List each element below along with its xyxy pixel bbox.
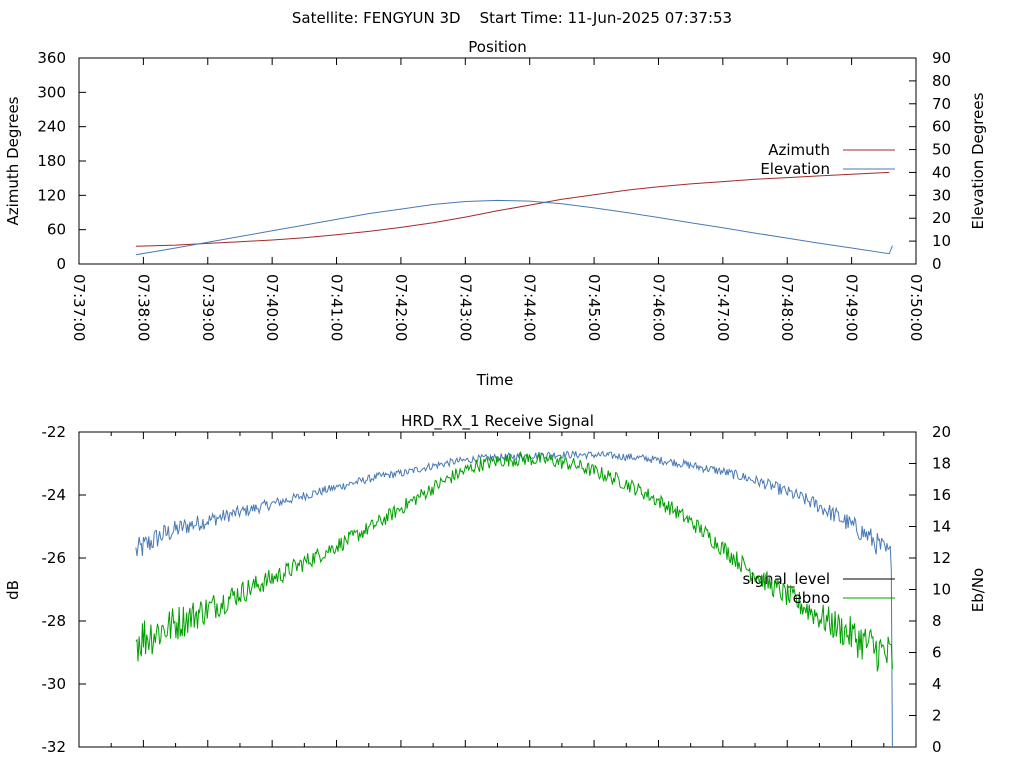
signal-y2-tick-label: 8 (932, 612, 942, 630)
position-x-tick-label: 07:46:00 (649, 274, 667, 341)
position-x-axis-label: Time (476, 371, 514, 389)
position-y-axis-label: Azimuth Degrees (4, 96, 22, 225)
signal-y2-tick-label: 14 (932, 518, 951, 536)
signal-y2-tick-label: 6 (932, 644, 942, 662)
position-y2-tick-label: 80 (932, 72, 951, 90)
signal-series-signal-level (135, 450, 893, 748)
signal-y-tick-label: -22 (42, 423, 67, 441)
signal-y-axis-label: dB (4, 580, 22, 600)
position-y-tick-label: 0 (56, 255, 66, 273)
position-x-tick-label: 07:38:00 (134, 274, 152, 341)
signal-legend-label: signal_level (742, 570, 830, 589)
signal-y-tick-label: -32 (42, 738, 67, 756)
position-x-tick-label: 07:44:00 (521, 274, 539, 341)
position-y-tick-label: 180 (37, 152, 66, 170)
position-y-tick-label: 300 (37, 83, 66, 101)
signal-y2-tick-label: 2 (932, 707, 942, 725)
position-y2-tick-label: 10 (932, 232, 951, 250)
signal-y2-tick-label: 4 (932, 675, 942, 693)
signal-y2-axis-label: Eb/No (969, 568, 987, 612)
position-y2-tick-label: 30 (932, 186, 951, 204)
position-y2-tick-label: 70 (932, 95, 951, 113)
page-title: Satellite: FENGYUN 3D Start Time: 11-Jun… (292, 9, 732, 27)
signal-y2-tick-label: 10 (932, 581, 951, 599)
position-y-tick-label: 120 (37, 186, 66, 204)
signal-legend-label: ebno (793, 589, 830, 607)
signal-chart-title: HRD_RX_1 Receive Signal (401, 412, 594, 431)
signal-y2-tick-label: 0 (932, 738, 942, 756)
position-y-tick-label: 240 (37, 118, 66, 136)
signal-y2-tick-label: 20 (932, 423, 951, 441)
position-series-elevation (135, 199, 893, 256)
position-x-tick-label: 07:37:00 (70, 274, 88, 341)
position-y-tick-label: 60 (47, 221, 66, 239)
position-y2-tick-label: 20 (932, 209, 951, 227)
position-x-tick-label: 07:48:00 (778, 274, 796, 341)
position-y2-tick-label: 0 (932, 255, 942, 273)
position-x-tick-label: 07:40:00 (263, 274, 281, 341)
position-legend-label: Elevation (760, 160, 830, 178)
position-legend-label: Azimuth (768, 141, 830, 159)
position-y2-tick-label: 60 (932, 118, 951, 136)
signal-y2-tick-label: 12 (932, 549, 951, 567)
signal-y-tick-label: -26 (42, 549, 67, 567)
position-y2-tick-label: 40 (932, 163, 951, 181)
signal-y2-tick-label: 16 (932, 486, 951, 504)
position-y2-axis-label: Elevation Degrees (969, 92, 987, 229)
signal-series-ebno (135, 450, 893, 672)
position-x-tick-label: 07:47:00 (714, 274, 732, 341)
signal-y-tick-label: -24 (42, 486, 67, 504)
position-x-tick-label: 07:42:00 (392, 274, 410, 341)
position-x-tick-label: 07:43:00 (456, 274, 474, 341)
signal-y2-tick-label: 18 (932, 455, 951, 473)
position-y2-tick-label: 90 (932, 49, 951, 67)
position-y2-tick-label: 50 (932, 141, 951, 159)
position-x-tick-label: 07:39:00 (199, 274, 217, 341)
position-x-tick-label: 07:45:00 (585, 274, 603, 341)
signal-y-tick-label: -28 (42, 612, 67, 630)
position-x-tick-label: 07:49:00 (843, 274, 861, 341)
position-y-tick-label: 360 (37, 49, 66, 67)
signal-y-tick-label: -30 (42, 675, 67, 693)
position-series-azimuth (135, 171, 890, 247)
position-chart-title: Position (468, 38, 526, 56)
position-x-tick-label: 07:41:00 (328, 274, 346, 341)
position-x-tick-label: 07:50:00 (907, 274, 925, 341)
